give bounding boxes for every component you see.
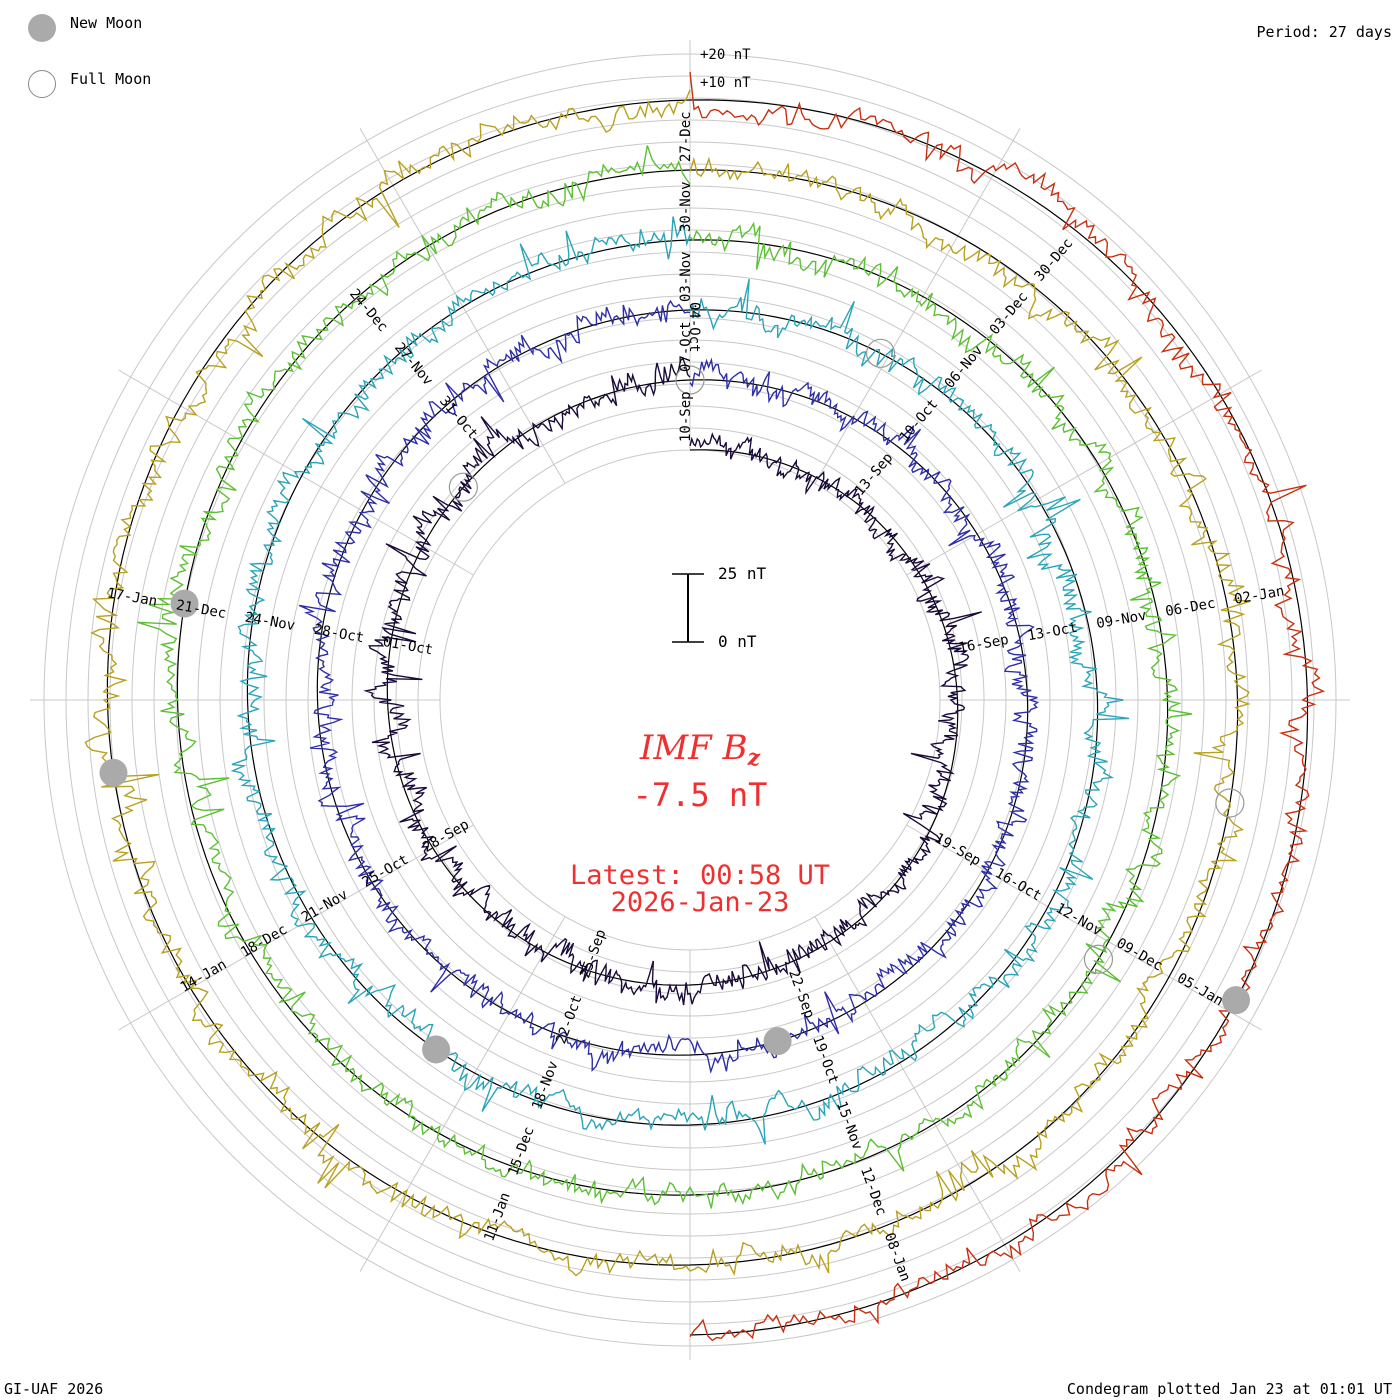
date-label: 04-Oct [686,302,702,353]
zero-ring-27-Dec [106,99,1239,1266]
full-moon-marker [448,472,478,502]
full-moon-marker [675,365,705,395]
grid-spoke [906,824,1262,1031]
ring-label-plus10: +10 nT [700,75,751,91]
zero-ring-24-Dec [689,99,1309,1336]
legend-full-moon: Full Moon [70,70,152,88]
date-label: 15-Nov [833,1099,865,1152]
date-label: 19-Oct [809,1033,841,1086]
date-label: 03-Nov [678,251,694,302]
grid-spoke [814,916,1021,1272]
imf-title: IMF Bz [639,728,761,771]
radial-spokes [30,40,1350,1360]
full-moon-icon [28,70,56,98]
new-moon-marker [763,1027,792,1056]
scale-bottom-label: 0 nT [718,632,757,651]
date-label: 13-Sep [852,450,897,499]
latest-time: Latest: 00:58 UT [569,860,831,891]
new-moon-marker [1222,986,1251,1015]
bz-traces [84,71,1326,1342]
period-label: Period: 27 days [1256,23,1392,41]
bz-trace-24-Dec [689,71,1326,1342]
grid-spoke [359,916,566,1272]
date-label: 06-Nov [942,343,987,392]
bz-trace-03-Nov [230,216,1130,1145]
new-moon-icon [28,14,56,42]
new-moon-marker [99,758,128,787]
date-label: 25-Oct [360,852,412,891]
bz-trace-10-Sep [363,357,982,1006]
scale-top-label: 25 nT [718,564,767,583]
date-label: 09-Nov [1095,608,1148,633]
date-label: 16-Oct [992,865,1044,904]
imf-current-value: -7.5 nT [632,776,768,814]
date-label: 30-Nov [678,181,694,232]
date-label: 10-Sep [678,391,694,442]
zero-ring-30-Nov [176,169,1169,1196]
new-moon-marker [170,589,199,618]
ring-label-plus20: +20 nT [700,47,751,63]
scale-bar [672,573,704,643]
new-moon-marker [422,1035,451,1064]
date-label: 18-Nov [529,1059,561,1112]
zero-ring-03-Nov [246,239,1099,1126]
date-label: 25-Sep [577,927,609,980]
bz-trace-07-Oct [298,299,1040,1075]
grid-spoke [906,369,1262,576]
full-moon-marker [1215,788,1245,818]
date-label: 09-Dec [1114,935,1166,974]
date-label: 07-Oct [678,321,694,372]
latest-date: 2026-Jan-23 [610,887,790,918]
grid-spoke [814,128,1021,484]
full-moon-marker [865,338,896,368]
grid-ring [351,361,1029,1039]
date-label: 11-Jan [481,1190,513,1243]
date-label: 28-Sep [420,817,472,856]
legend-new-moon: New Moon [70,14,143,32]
reference-rings [106,99,1309,1336]
date-label: 15-Dec [505,1125,537,1178]
grid-spoke [359,128,566,484]
date-label: 27-Dec [678,111,694,162]
date-label: 12-Dec [857,1165,889,1218]
footer-credit: GI-UAF 2026 [4,1380,104,1398]
bz-trace-30-Nov [137,145,1193,1209]
footer-plotted: Condegram plotted Jan 23 at 01:01 UT [1066,1380,1392,1398]
date-label: 31-Oct [436,393,481,442]
grid-spoke [118,824,474,1031]
bz-trace-27-Dec [84,89,1251,1277]
moon-markers [99,338,1251,1064]
date-label: 22-Sep [785,968,817,1021]
date-label: 12-Nov [1053,900,1105,939]
full-moon-marker [1083,944,1114,974]
date-label: 13-Oct [1026,620,1079,645]
date-label: 08-Jan [881,1231,913,1284]
zero-ring-07-Oct [316,309,1029,1056]
date-label: 10-Oct [897,396,942,445]
